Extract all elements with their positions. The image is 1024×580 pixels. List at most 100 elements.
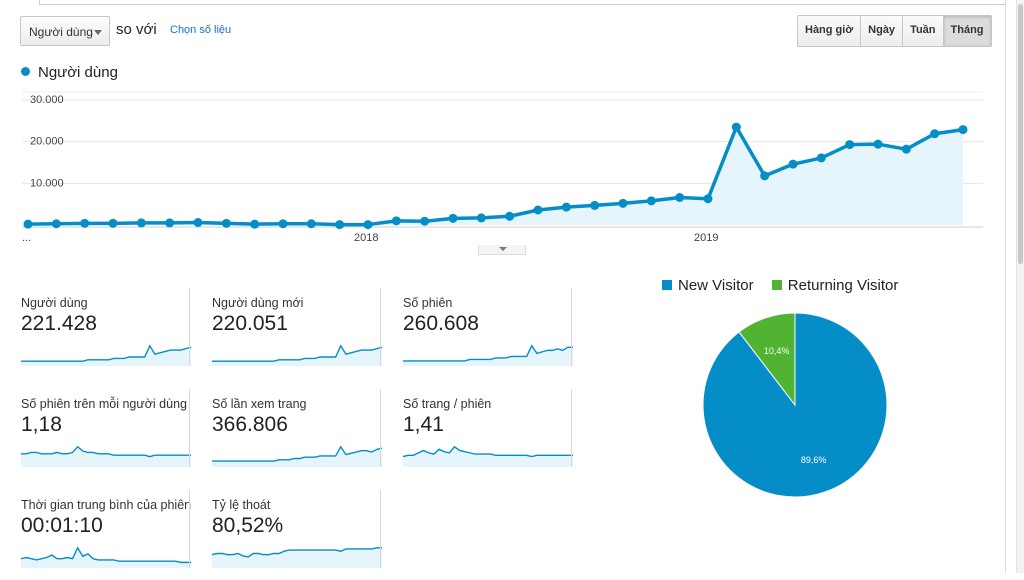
legend-new-visitor[interactable]: New Visitor: [678, 277, 754, 294]
metric-card[interactable]: Số phiên trên mỗi người dùng 1,18: [0, 389, 191, 479]
metric-select[interactable]: Người dùng: [20, 16, 110, 46]
data-point[interactable]: [306, 219, 316, 229]
data-point[interactable]: [51, 219, 61, 229]
data-point[interactable]: [561, 202, 571, 212]
data-point[interactable]: [788, 159, 798, 169]
x-tick-label: 2019: [694, 232, 718, 244]
data-point[interactable]: [760, 171, 770, 181]
divider: [571, 389, 572, 467]
scrollbar[interactable]: [1016, 0, 1024, 573]
sparkline-line: [21, 344, 191, 362]
metric-value: 1,41: [403, 413, 444, 436]
tab-stub[interactable]: [0, 0, 40, 5]
x-tick-label: ...: [22, 232, 31, 244]
data-point[interactable]: [391, 216, 401, 226]
week-button[interactable]: Tuần: [903, 16, 944, 46]
data-point[interactable]: [505, 211, 515, 221]
data-point[interactable]: [250, 219, 260, 229]
data-point[interactable]: [420, 216, 430, 226]
data-point[interactable]: [873, 139, 883, 149]
data-point[interactable]: [703, 194, 713, 204]
data-point[interactable]: [958, 125, 968, 135]
metric-card[interactable]: Thời gian trung bình của phiên 00:01:10: [0, 490, 192, 580]
metric-card[interactable]: Người dùng 221.428: [0, 288, 191, 378]
sparkline-fill: [212, 345, 382, 366]
metric-label: Thời gian trung bình của phiên: [21, 498, 192, 512]
top-border: [0, 0, 1006, 5]
divider: [189, 389, 190, 467]
users-line-chart[interactable]: 30.000 20.000 10.000... 2018 2019: [0, 80, 1000, 245]
metric-value: 221.428: [21, 312, 97, 335]
data-point[interactable]: [646, 196, 656, 206]
legend-returning-visitor[interactable]: Returning Visitor: [787, 277, 899, 294]
data-point[interactable]: [278, 219, 288, 229]
divider: [189, 288, 190, 366]
day-button[interactable]: Ngày: [861, 16, 904, 46]
metric-value: 260.608: [403, 312, 479, 335]
pie-slice-returning-visitor[interactable]: [738, 312, 796, 407]
sparkline: [212, 547, 382, 568]
series-dot-icon: [21, 67, 30, 76]
scrollbar-thumb[interactable]: [1018, 4, 1023, 264]
x-tick-label: 2018: [354, 232, 378, 244]
pie-legend: New Visitor Returning Visitor: [662, 277, 898, 294]
data-point[interactable]: [23, 219, 33, 229]
metric-label: Số phiên: [403, 296, 453, 310]
divider: [380, 389, 381, 467]
sparkline-fill: [212, 547, 382, 568]
data-point[interactable]: [363, 220, 373, 230]
divider: [380, 288, 381, 366]
data-point[interactable]: [618, 198, 628, 208]
data-point[interactable]: [590, 200, 600, 210]
sparkline-fill: [403, 446, 573, 467]
data-point[interactable]: [165, 218, 175, 228]
data-point[interactable]: [845, 140, 855, 150]
metric-label: Số lần xem trang: [212, 397, 307, 411]
chart-resize-handle[interactable]: [478, 245, 526, 255]
sparkline-fill: [212, 446, 382, 467]
metric-value: 1,18: [21, 413, 62, 436]
month-button[interactable]: Tháng: [943, 16, 991, 46]
chart-legend-label: Người dùng: [38, 64, 118, 81]
data-point[interactable]: [108, 218, 118, 228]
data-point[interactable]: [731, 122, 741, 132]
sparkline: [212, 344, 382, 366]
data-point[interactable]: [335, 220, 345, 230]
sparkline-line: [403, 344, 573, 362]
divider: [380, 490, 381, 568]
hourly-button[interactable]: Hàng giờ: [798, 16, 862, 46]
data-point[interactable]: [816, 153, 826, 163]
visitor-pie-chart[interactable]: 89,6% 10,4%: [700, 310, 890, 500]
sparkline: [212, 445, 382, 467]
sparkline: [403, 445, 573, 467]
metric-value: 00:01:10: [21, 514, 103, 537]
metric-card[interactable]: Số phiên 260.608: [382, 288, 573, 378]
data-point[interactable]: [476, 213, 486, 223]
y-tick-label: 20.000: [30, 136, 64, 148]
data-point[interactable]: [930, 129, 940, 139]
choose-metric-link[interactable]: Chọn số liệu: [170, 24, 232, 36]
data-point[interactable]: [193, 218, 203, 227]
data-point[interactable]: [533, 205, 543, 215]
chart-legend: Người dùng: [21, 64, 118, 81]
metric-card[interactable]: Số lần xem trang 366.806: [191, 389, 382, 479]
sparkline-fill: [21, 446, 191, 467]
metric-card[interactable]: Số trang / phiên 1,41: [382, 389, 573, 479]
data-point[interactable]: [136, 218, 146, 228]
data-point[interactable]: [901, 144, 911, 154]
metric-label: Số phiên trên mỗi người dùng: [21, 397, 187, 411]
compare-text: so với: [116, 21, 157, 38]
sparkline-line: [403, 445, 573, 458]
caret-down-icon: [499, 247, 507, 251]
data-point[interactable]: [675, 193, 685, 202]
data-point[interactable]: [80, 218, 90, 228]
sparkline-fill: [403, 345, 573, 366]
metric-value: 366.806: [212, 413, 288, 436]
metric-label: Người dùng mới: [212, 296, 304, 310]
data-point[interactable]: [448, 213, 458, 223]
metric-card[interactable]: Người dùng mới 220.051: [191, 288, 382, 378]
sparkline-line: [21, 445, 191, 458]
metric-card[interactable]: Tỷ lệ thoát 80,52%: [191, 490, 382, 580]
data-point[interactable]: [221, 218, 231, 228]
pie-slice-label: 89,6%: [801, 455, 827, 465]
